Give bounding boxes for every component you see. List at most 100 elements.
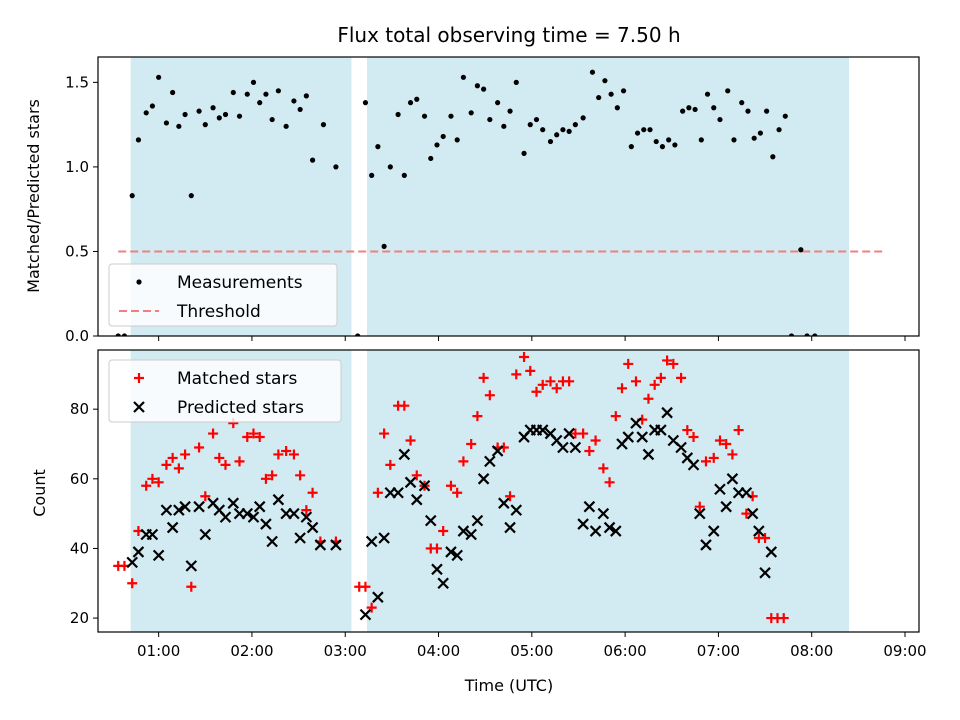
data-point [513, 79, 519, 85]
data-point [653, 138, 659, 145]
y-tick-label: 80 [70, 400, 89, 418]
data-point [623, 358, 634, 369]
data-point [295, 470, 306, 481]
plot-area [115, 57, 884, 336]
x-tick-label: 01:00 [137, 642, 180, 660]
data-point [603, 521, 616, 534]
data-point [778, 613, 789, 624]
data-point [208, 428, 219, 439]
data-point [260, 473, 271, 484]
data-point [152, 549, 165, 562]
legend-box [108, 359, 342, 423]
data-point [127, 578, 138, 589]
data-point [434, 142, 440, 148]
data-point [661, 406, 673, 419]
data-point [156, 74, 162, 80]
y-tick-label: 0.5 [65, 242, 89, 260]
data-point [672, 142, 678, 148]
observing-window-1 [367, 57, 850, 336]
data-point [333, 164, 339, 170]
data-point [303, 93, 309, 99]
data-point [457, 525, 470, 537]
data-point [481, 86, 487, 92]
data-point [193, 500, 205, 513]
data-point [360, 581, 371, 592]
data-point [404, 476, 417, 489]
data-point [222, 111, 229, 118]
data-point [580, 115, 586, 121]
data-point [163, 120, 170, 126]
data-point [366, 602, 377, 613]
data-point [288, 507, 300, 520]
data-point [143, 110, 149, 116]
data-point [149, 103, 156, 109]
observing-window-1 [367, 350, 850, 632]
data-point [451, 549, 463, 562]
data-point [628, 144, 634, 150]
data-point [589, 525, 602, 537]
y-tick-label: 20 [70, 609, 89, 627]
data-point [431, 543, 442, 554]
x-tick-label: 02:00 [230, 642, 273, 660]
data-point [230, 89, 236, 96]
bottom-y-axis-label: Count [30, 469, 49, 517]
data-point [186, 581, 197, 592]
data-point [596, 94, 602, 101]
data-point [200, 491, 211, 502]
data-point [746, 507, 759, 520]
legend-marker [134, 373, 144, 383]
data-point [547, 138, 554, 145]
x-tick-label: 08:00 [790, 642, 833, 660]
data-point [414, 96, 420, 102]
data-point [160, 504, 173, 516]
data-point [474, 83, 481, 89]
y-tick-label: 40 [70, 539, 89, 557]
data-point [188, 193, 194, 199]
data-point [275, 88, 281, 94]
data-point [804, 333, 810, 336]
data-point [659, 144, 666, 150]
data-point [440, 133, 446, 140]
data-point [551, 383, 562, 394]
data-point [141, 480, 152, 491]
data-point [617, 383, 628, 394]
data-point [166, 521, 179, 534]
data-point [540, 127, 546, 133]
data-point [757, 130, 763, 136]
x-tick-label: 03:00 [324, 642, 367, 660]
y-tick-label: 1.5 [65, 73, 89, 91]
x-tick-label: 07:00 [697, 642, 740, 660]
data-point [531, 386, 542, 397]
data-point [668, 358, 679, 369]
data-point [620, 88, 627, 94]
data-point [527, 122, 533, 128]
data-point [407, 100, 414, 106]
data-point [266, 535, 278, 548]
data-point [700, 539, 712, 551]
data-point [501, 123, 507, 129]
data-point [572, 122, 578, 128]
data-point [395, 111, 401, 118]
x-tick-label: 06:00 [604, 642, 647, 660]
data-point [682, 425, 693, 436]
data-point [602, 78, 608, 84]
data-point [521, 150, 527, 156]
data-point [392, 486, 404, 499]
data-point [564, 376, 575, 387]
data-point [454, 137, 460, 143]
data-point [533, 116, 540, 123]
data-point [717, 116, 723, 123]
data-point [554, 132, 560, 138]
data-point [614, 105, 620, 111]
data-point [694, 501, 705, 512]
data-point [765, 546, 778, 558]
data-point [698, 137, 704, 143]
data-point [537, 379, 548, 390]
data-point [740, 486, 753, 499]
series-matched-stars [113, 351, 789, 624]
data-point [472, 411, 483, 422]
data-point [714, 483, 726, 496]
data-point [647, 127, 653, 133]
data-point [634, 130, 641, 136]
data-point [458, 456, 469, 467]
